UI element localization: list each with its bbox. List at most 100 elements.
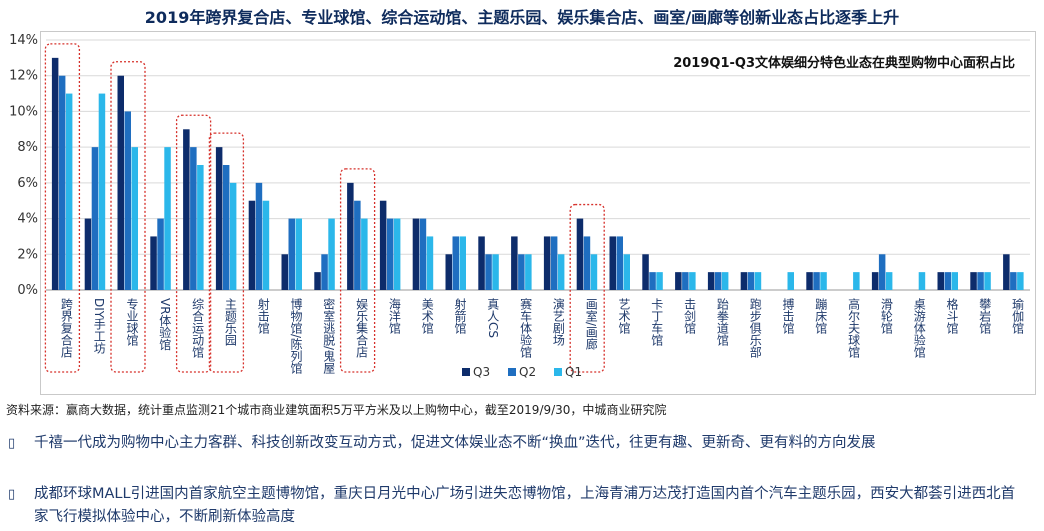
bar-q3	[445, 254, 452, 290]
highlight-box	[339, 168, 376, 373]
bar-q1	[229, 182, 237, 290]
checkbox-bullet-icon: ▯	[8, 436, 16, 451]
chart-title: 2019Q1-Q3文体娱细分特色业态在典型购物中心面积占比	[673, 56, 1015, 71]
bar-q3	[740, 272, 748, 290]
bar-q2	[485, 254, 492, 290]
bar-q1	[820, 272, 827, 290]
x-tick-label: 滑轮馆	[879, 298, 893, 334]
bar-q2	[124, 111, 131, 290]
bar-q1	[426, 236, 434, 290]
bar-q2	[157, 218, 164, 290]
bar-q1	[459, 236, 466, 290]
bullet-text-1: 千禧一代成为购物中心主力客群、科技创新改变互动方式，促进文体娱业态不断“换血”迭…	[34, 435, 876, 451]
highlight-box	[110, 61, 146, 373]
bar-q3	[379, 200, 387, 290]
bar-q3	[511, 236, 518, 290]
bar-q1	[393, 218, 401, 290]
y-tick-label: 10%	[9, 104, 38, 119]
x-tick-label: VR体验馆	[158, 298, 172, 351]
x-tick-label: 赛车体验馆	[519, 297, 533, 358]
bar-q1	[951, 272, 958, 290]
x-tick-label: 主题乐园	[223, 298, 237, 347]
bar-q1	[1017, 272, 1024, 290]
bar-q1	[65, 93, 73, 290]
bar-q2	[255, 182, 263, 290]
bar-q3	[51, 57, 59, 290]
bar-q1	[557, 254, 565, 290]
bullet-point-2: ▯ 成都环球MALL引进国内首家航空主题博物馆，重庆日月光中心广场引进失恋博物馆…	[8, 483, 1028, 529]
bullet-point-1: ▯ 千禧一代成为购物中心主力客群、科技创新改变互动方式，促进文体娱业态不断“换血…	[8, 432, 1028, 455]
y-tick-label: 4%	[17, 212, 38, 227]
bar-q3	[707, 272, 715, 290]
bar-q1	[754, 272, 762, 290]
bar-q3	[871, 272, 879, 290]
x-tick-label: 综合运动馆	[191, 298, 205, 358]
bar-q3	[215, 147, 223, 290]
bar-q3	[937, 272, 944, 290]
x-tick-label: 瑜伽馆	[1011, 297, 1025, 334]
bar-q1	[984, 272, 991, 290]
bar-q2	[616, 236, 623, 290]
y-tick-label: 0%	[17, 283, 38, 298]
x-tick-label: 攀岩馆	[978, 298, 992, 334]
x-tick-label: 博物馆/陈列馆	[289, 297, 303, 374]
bar-q1	[525, 254, 532, 290]
bar-q2	[419, 218, 427, 290]
bar-q2	[452, 236, 459, 290]
bar-q2	[977, 272, 984, 290]
source-note: 资料来源：赢商大数据，统计重点监测21个城市商业建筑面积5万平方米及以上购物中心…	[6, 403, 667, 417]
bar-q3	[314, 272, 321, 290]
legend-label-q2: Q2	[519, 365, 536, 379]
bar-q3	[150, 236, 157, 290]
checkbox-bullet-icon: ▯	[8, 487, 16, 502]
bar-q2	[288, 218, 295, 290]
y-tick-label: 6%	[17, 176, 38, 191]
x-tick-label: 艺术馆	[617, 298, 631, 334]
bar-q2	[583, 236, 591, 290]
y-tick-label: 8%	[17, 140, 38, 155]
bar-q2	[878, 254, 886, 290]
x-tick-label: 美术馆	[420, 298, 434, 334]
x-tick-label: 桌游体验馆	[912, 298, 926, 358]
bar-q2	[944, 272, 951, 290]
bar-q3	[248, 200, 256, 290]
bar-q3	[675, 272, 682, 290]
bar-chart: 0% 2% 4% 6% 8% 10% 12% 14% 跨界复合店 DIY手工坊 专业球馆 VR体验馆 综…	[9, 33, 1030, 379]
bar-q1	[295, 218, 302, 290]
bar-q3	[478, 236, 485, 290]
x-tick-label: DIY手工坊	[92, 298, 106, 354]
bar-q2	[518, 254, 525, 290]
bar-q1	[689, 272, 696, 290]
y-tick-label: 2%	[17, 247, 38, 262]
bar-q3	[84, 218, 92, 290]
bar-q1	[131, 147, 138, 290]
bar-q3	[183, 129, 190, 290]
highlight-box	[44, 43, 81, 373]
bar-q2	[714, 272, 722, 290]
bar-q2	[91, 147, 99, 290]
bar-q3	[609, 236, 616, 290]
legend-label-q3: Q3	[473, 365, 490, 379]
bar-q3	[1003, 254, 1010, 290]
highlight-box	[175, 114, 212, 373]
bar-q1	[918, 272, 926, 290]
x-tick-label: 专业球馆	[125, 297, 139, 346]
x-tick-label: 卡丁车馆	[650, 298, 664, 346]
x-tick-label: 高尔夫球馆	[847, 297, 861, 358]
bar-q1	[492, 254, 499, 290]
bar-q3	[117, 75, 124, 290]
bar-q1	[787, 272, 794, 290]
bar-q2	[190, 147, 197, 290]
x-tick-label: 射箭馆	[453, 297, 467, 334]
bar-q2	[649, 272, 656, 290]
x-tick-label: 演艺剧场	[551, 297, 565, 346]
bar-q1	[590, 254, 598, 290]
x-tick-label: 跆拳道馆	[715, 298, 729, 346]
legend-swatch-q2	[508, 368, 516, 376]
x-tick-label: 海洋馆	[387, 297, 401, 334]
x-tick-label: 跑步俱乐部	[748, 298, 762, 358]
y-tick-label: 14%	[9, 33, 38, 48]
bar-q1	[262, 200, 270, 290]
bar-q1	[98, 93, 106, 290]
bullet-text-2: 成都环球MALL引进国内首家航空主题博物馆，重庆日月光中心广场引进失恋博物馆，上…	[34, 486, 1016, 525]
